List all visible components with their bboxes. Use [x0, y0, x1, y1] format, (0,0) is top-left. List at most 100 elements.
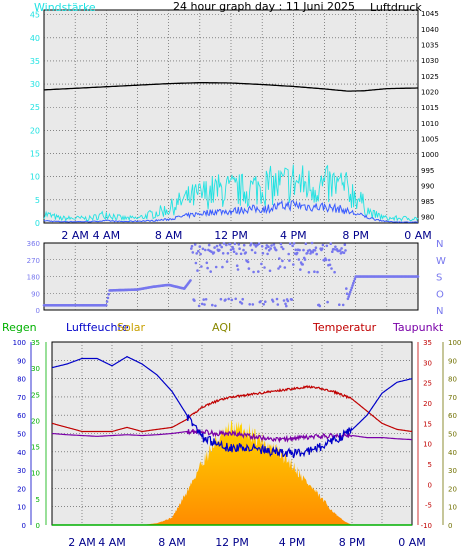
wind-direction-point — [263, 266, 266, 269]
wind-direction-point — [193, 299, 196, 302]
wind-direction-point — [200, 302, 204, 306]
wind-direction-point — [416, 275, 420, 278]
wind-axis-tick-label: 10 — [30, 173, 40, 182]
wind-direction-point — [207, 243, 211, 247]
wind-direction-point — [283, 266, 287, 269]
wind-direction-point — [333, 270, 336, 274]
wind-direction-point — [197, 304, 201, 308]
wind-direction-point — [278, 265, 282, 268]
temperature-axis-tick-label: 5 — [428, 461, 432, 469]
time-axis-tick-label: 8 PM — [339, 536, 366, 549]
wind-direction-point — [194, 261, 198, 265]
direction-axis-tick-label: 0 — [36, 307, 40, 315]
wind-direction-point — [201, 247, 205, 251]
solar-axis-tick-label: 10 — [448, 504, 457, 512]
wind-direction-point — [301, 263, 305, 266]
wind-direction-point — [267, 245, 270, 248]
wind-direction-point — [252, 270, 255, 274]
wind-direction-point — [242, 248, 245, 252]
solar-axis-tick-label: 80 — [448, 376, 457, 384]
pressure-axis-tick-label: 985 — [421, 198, 434, 206]
wind-direction-point — [292, 263, 295, 266]
time-axis-tick-label: 4 PM — [280, 229, 307, 242]
dewpoint-series-line — [51, 428, 412, 444]
wind-average-series-line — [43, 199, 419, 223]
pressure-axis-tick-label: 1020 — [421, 88, 439, 96]
wind-direction-point — [288, 259, 291, 262]
humidity-axis-tick-label: 30 — [17, 467, 26, 475]
wind-direction-point — [222, 242, 226, 245]
wind-direction-point — [347, 295, 351, 298]
rain-axis-tick-label: 0 — [36, 522, 40, 530]
rain-axis-tick-label: 35 — [31, 339, 40, 347]
wind-direction-point — [221, 265, 224, 269]
wind-direction-point — [327, 258, 331, 262]
wind-direction-point — [330, 267, 333, 270]
time-axis-tick-label: 4 PM — [279, 536, 306, 549]
wind-direction-point — [221, 252, 225, 255]
wind-axis-tick-label: 0 — [35, 219, 40, 228]
wind-direction-point — [250, 248, 254, 252]
wind-direction-point — [350, 286, 354, 290]
wind-axis-tick-label: 5 — [35, 196, 40, 205]
wind-direction-point — [297, 258, 301, 261]
wind-direction-point — [232, 250, 236, 253]
wind-direction-point — [310, 241, 314, 245]
wind-direction-point — [304, 242, 308, 246]
wind-direction-point — [230, 298, 234, 302]
wind-direction-point — [275, 297, 279, 301]
time-axis-tick-label: 12 PM — [214, 229, 248, 242]
wind-direction-point — [260, 245, 264, 248]
time-axis-tick-label: 2 AM — [68, 536, 96, 549]
wind-direction-point — [206, 266, 209, 270]
humidity-axis-tick-label: 40 — [17, 449, 26, 457]
wind-direction-point — [338, 249, 342, 252]
wind-direction-point — [313, 270, 316, 274]
temperature-axis-tick-label: 15 — [423, 420, 432, 428]
wind-direction-point — [294, 248, 298, 252]
rain-axis-tick-label: 15 — [31, 444, 40, 452]
wind-direction-point — [244, 251, 248, 254]
pressure-axis-tick-label: 1000 — [421, 151, 439, 159]
wind-direction-point — [240, 302, 244, 305]
wind-direction-point — [266, 252, 269, 256]
wind-direction-point — [353, 277, 357, 281]
wind-direction-point — [261, 251, 265, 255]
weather-overview-panel: 010203040506070809010005101520253035-10-… — [13, 339, 462, 549]
pressure-axis-tick-label: 1005 — [421, 135, 439, 143]
humidity-axis-tick-label: 0 — [22, 522, 26, 530]
pressure-legend-label: Luftdruck — [370, 1, 422, 14]
wind-direction-point — [329, 242, 333, 245]
wind-direction-point — [284, 302, 287, 306]
wind-direction-point — [232, 247, 235, 251]
humidity-series-line — [51, 355, 413, 459]
wind-direction-point — [236, 268, 240, 271]
wind-direction-point — [345, 292, 349, 296]
wind-direction-point — [281, 259, 284, 263]
wind-direction-point — [320, 247, 324, 250]
wind-direction-point — [267, 249, 271, 252]
wind-direction-point — [257, 242, 261, 245]
wind-direction-point — [253, 243, 256, 246]
wind-direction-point — [209, 270, 212, 273]
pressure-axis-tick-label: 1030 — [421, 57, 439, 65]
wind-direction-point — [271, 300, 275, 303]
temperature-series-line — [51, 384, 413, 433]
pressure-axis-tick-label: 1025 — [421, 73, 439, 81]
humidity-axis-tick-label: 80 — [17, 376, 26, 384]
wind-direction-point — [303, 258, 307, 261]
solar-axis-tick-label: 100 — [448, 339, 461, 347]
wind-direction-point — [279, 242, 283, 246]
wind-pressure-grid — [44, 10, 418, 223]
wind-direction-point — [262, 303, 266, 306]
wind-direction-point — [348, 293, 351, 296]
legend-temperatur: Temperatur — [312, 321, 377, 334]
wind-direction-point — [215, 244, 219, 248]
wind-direction-point — [224, 298, 227, 302]
pressure-axis-tick-label: 1045 — [421, 10, 439, 18]
wind-direction-point — [314, 246, 318, 249]
temperature-axis-tick-label: -5 — [425, 502, 432, 510]
wind-direction-point — [338, 303, 341, 307]
compass-label: S — [436, 273, 442, 284]
wind-direction-point — [352, 281, 355, 285]
